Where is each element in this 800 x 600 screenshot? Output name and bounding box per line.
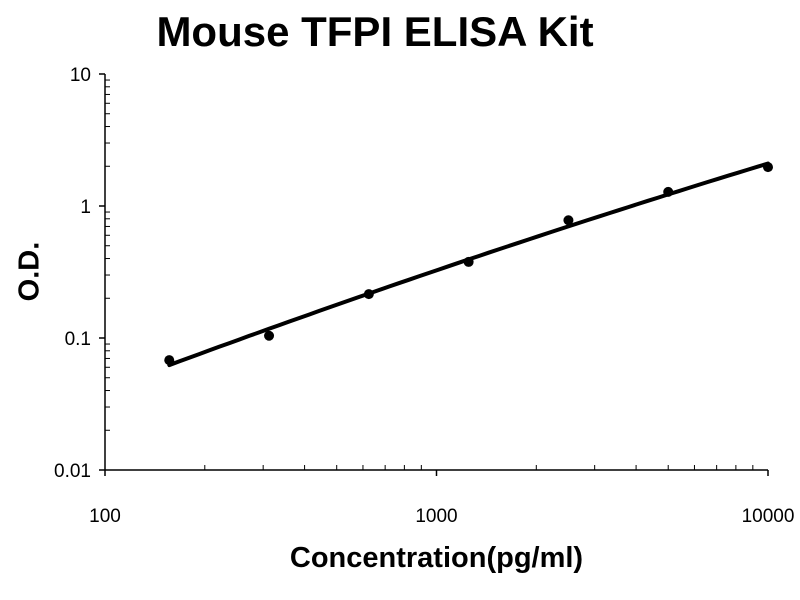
y-tick-label: 0.01: [54, 461, 91, 482]
data-point: [463, 256, 474, 267]
x-tick-label: 100: [89, 506, 121, 527]
data-point: [164, 355, 175, 366]
data-point: [563, 215, 574, 226]
y-tick-label: 1: [80, 197, 91, 218]
data-point: [363, 289, 374, 300]
data-point: [264, 330, 275, 341]
data-point: [663, 186, 674, 197]
y-tick-label: 10: [70, 65, 91, 86]
chart-title: Mouse TFPI ELISA Kit: [156, 8, 594, 55]
x-tick-label: 1000: [415, 506, 457, 527]
x-tick-label: 10000: [742, 506, 795, 527]
y-tick-label: 0.1: [65, 329, 91, 350]
data-point: [763, 162, 773, 173]
x-axis-label: Concentration(pg/ml): [289, 542, 584, 574]
